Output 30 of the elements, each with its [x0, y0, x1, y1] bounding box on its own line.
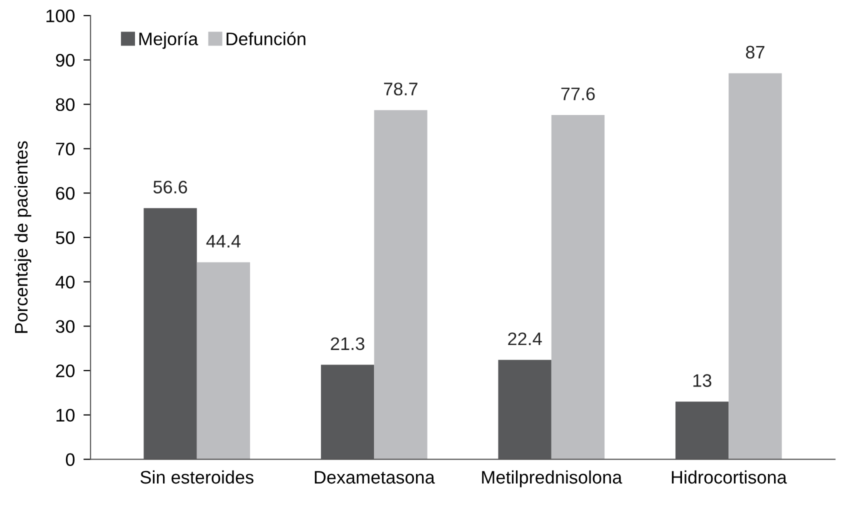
y-axis-title: Porcentaje de pacientes [14, 141, 32, 333]
bar [551, 114, 605, 460]
y-tick-label: 100 [46, 10, 75, 22]
data-label: 21.3 [330, 337, 364, 350]
data-label: 22.4 [508, 332, 542, 346]
x-tick-label: Hidrocortisona [672, 470, 787, 484]
y-tick-label: 20 [56, 364, 75, 378]
bar [196, 262, 250, 460]
y-tick-label: 50 [56, 231, 75, 244]
y-tick-label: 70 [56, 142, 75, 156]
x-tick-label: Sin esteroides [140, 470, 254, 484]
y-tick-label: 30 [56, 320, 75, 333]
legend-label: Mejoría [139, 32, 198, 49]
y-tick-label: 10 [56, 408, 75, 422]
y-tick-label: 0 [66, 453, 75, 466]
y-tick-label: 40 [56, 276, 75, 289]
data-label: 87 [746, 46, 764, 59]
bar [728, 73, 782, 460]
x-tick-label: Dexametasona [314, 471, 435, 484]
y-tick-label: 60 [56, 187, 75, 200]
data-label: 13 [693, 374, 712, 387]
data-label: 77.6 [561, 88, 595, 100]
bar [374, 110, 428, 460]
y-tick-label: 80 [56, 98, 75, 112]
data-label: 78.7 [384, 82, 418, 96]
legend-label: Defunción [226, 32, 306, 46]
x-tick-label: Metilprednisolona [482, 470, 622, 488]
y-tick-label: 90 [56, 54, 75, 67]
data-label: 56.6 [153, 180, 188, 194]
data-label: 44.4 [206, 235, 241, 248]
